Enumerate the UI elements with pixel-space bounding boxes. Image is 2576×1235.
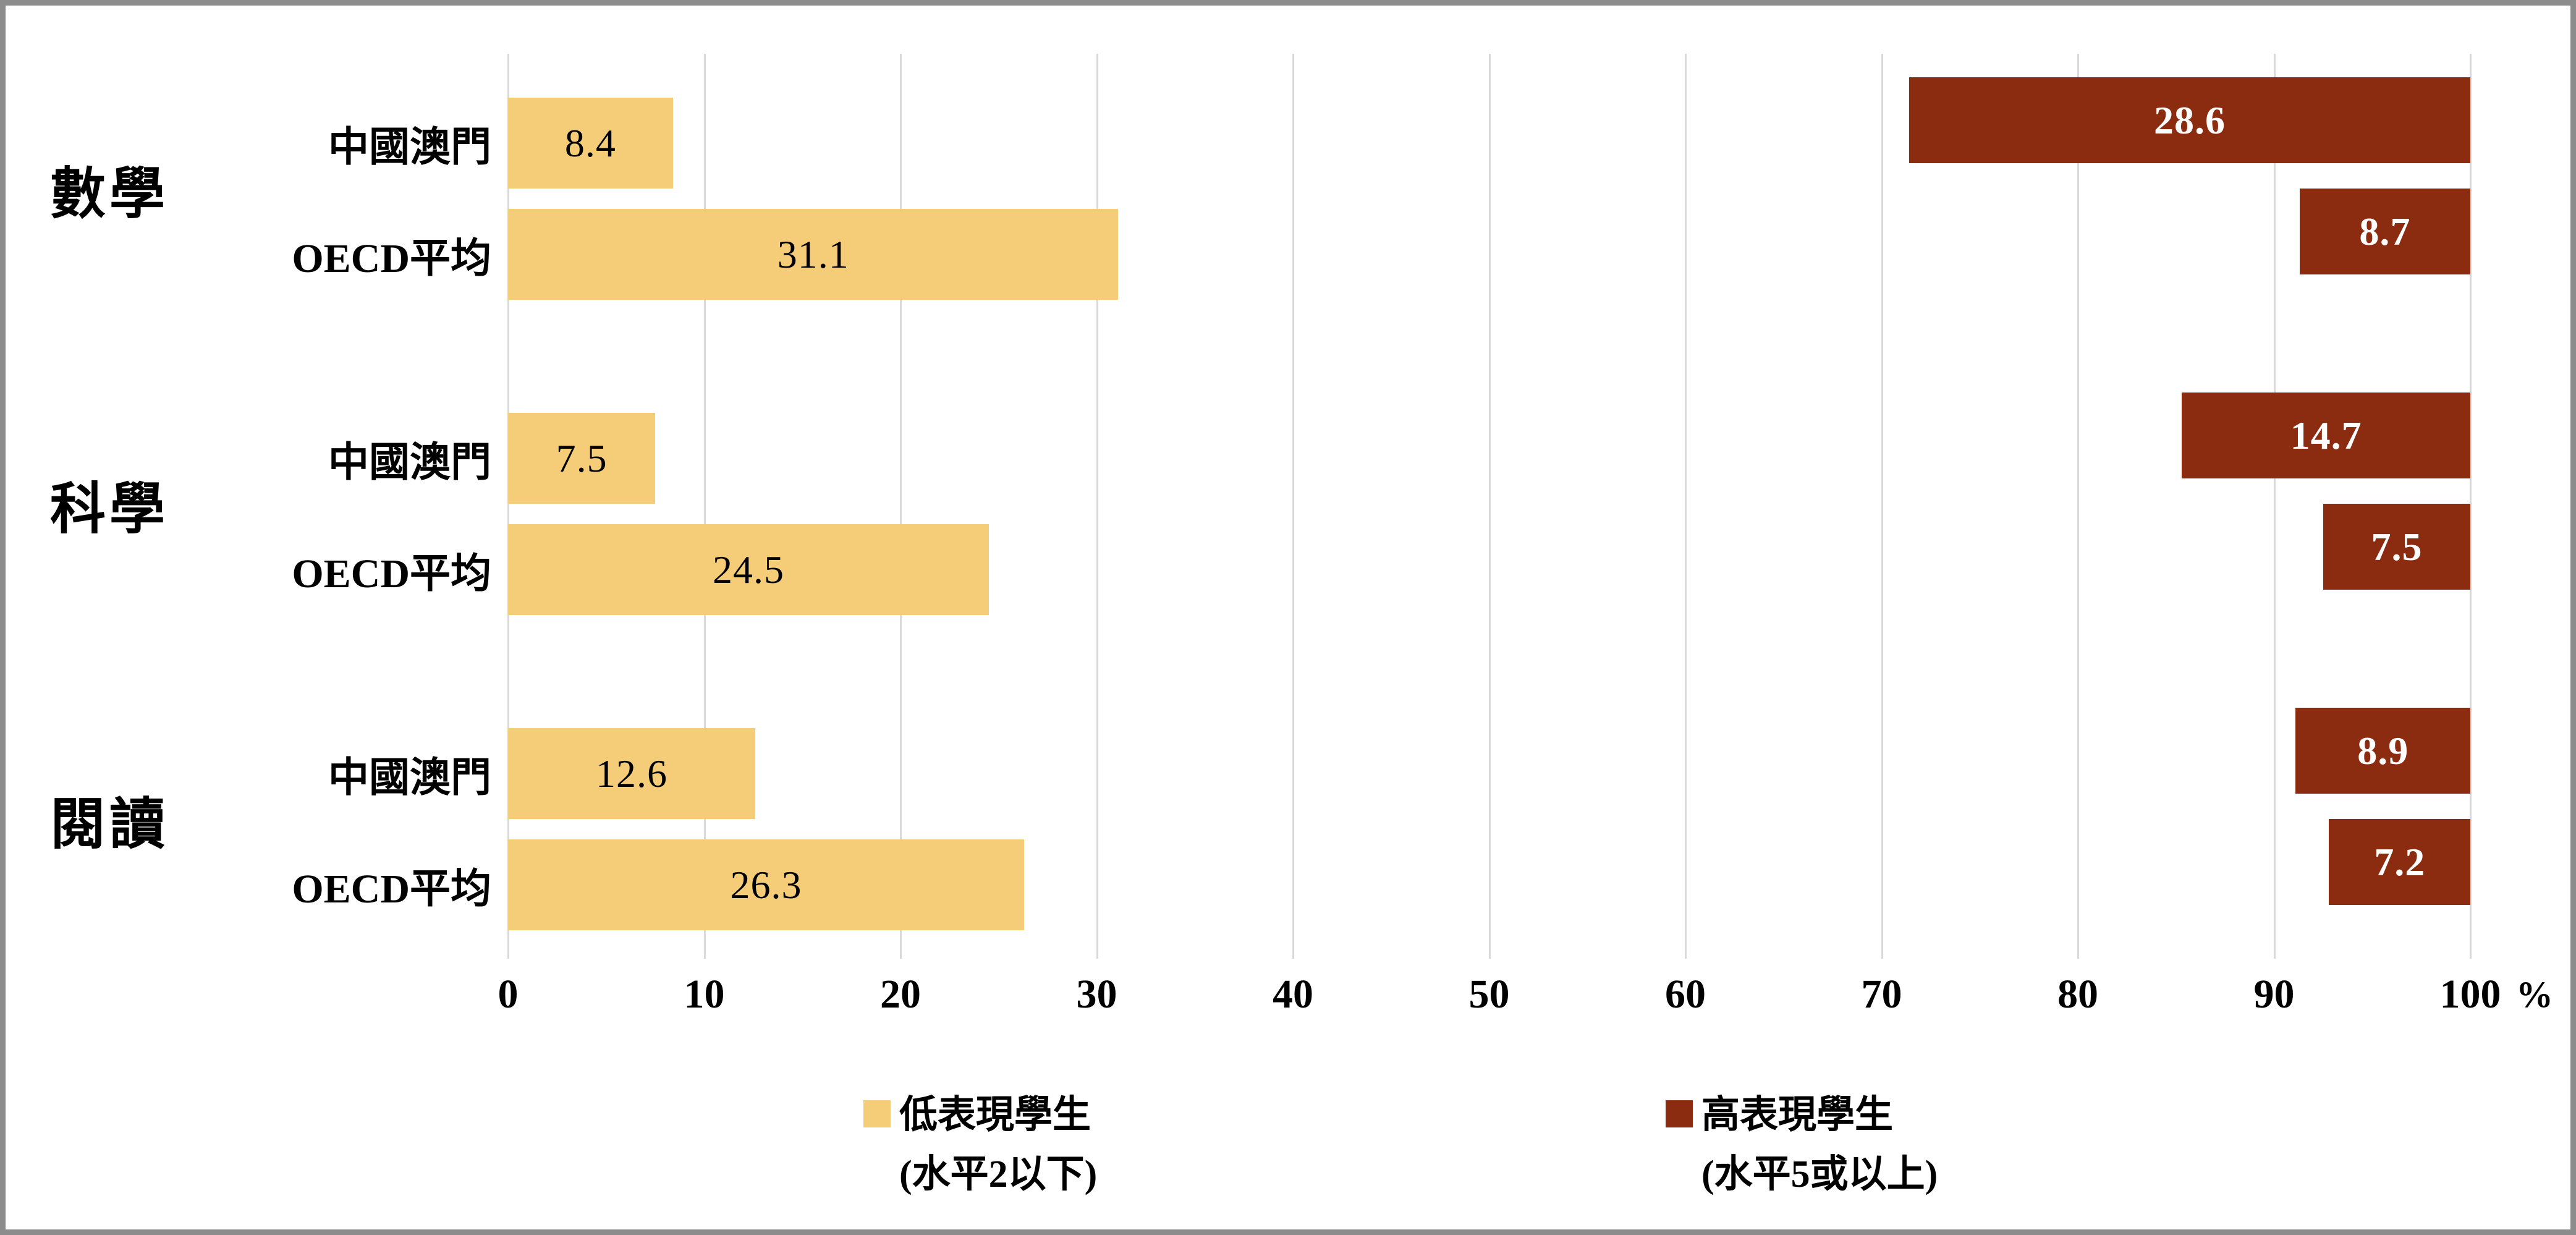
gridline-0 [507,54,509,959]
row-label-1-1: OECD平均 [292,551,491,596]
gridline-100 [2470,54,2472,959]
row-label-1-0: 中國澳門 [328,439,491,485]
x-tick-label-0: 0 [498,972,519,1017]
bar-low-1-1: 24.5 [508,524,989,615]
x-tick-label-30: 30 [1076,972,1117,1017]
x-axis-unit-label: % [2516,974,2553,1015]
gridline-70 [1881,54,1883,959]
legend-label-low: 低表現學生 (水平2以下) [899,1085,1097,1204]
group-label-1: 科學 [50,479,169,540]
bar-high-value-1-0: 14.7 [2290,413,2362,457]
bar-high-value-1-1: 7.5 [2371,524,2423,569]
bar-low-value-2-1: 26.3 [730,862,802,907]
bar-low-0-0: 8.4 [508,98,673,189]
bar-low-value-2-0: 12.6 [596,751,668,796]
bar-low-2-1: 26.3 [508,839,1025,930]
bar-low-value-0-1: 31.1 [777,232,849,276]
bar-low-value-1-0: 7.5 [556,436,608,480]
legend-item-low: 低表現學生 (水平2以下) [863,1085,1097,1204]
bar-high-1-1: 7.5 [2323,504,2470,590]
gridline-40 [1292,54,1294,959]
row-label-0-1: OECD平均 [292,236,491,281]
legend-swatch-low-icon [863,1100,891,1127]
bar-high-1-0: 14.7 [2182,393,2470,478]
bar-high-2-0: 8.9 [2295,708,2470,794]
legend-label-low-line1: 低表現學生 [899,1094,1091,1136]
gridline-10 [703,54,706,959]
gridline-30 [1096,54,1098,959]
x-tick-label-100: 100 [2439,972,2501,1017]
x-tick-label-90: 90 [2253,972,2295,1017]
bar-low-value-0-0: 8.4 [564,121,616,165]
bar-high-value-0-1: 8.7 [2359,209,2411,253]
group-label-0: 數學 [50,164,169,225]
bar-low-1-0: 7.5 [508,413,656,504]
legend-item-high: 高表現學生 (水平5或以上) [1666,1085,1938,1204]
x-tick-label-10: 10 [684,972,725,1017]
row-label-0-0: 中國澳門 [328,124,491,170]
gridline-50 [1488,54,1491,959]
group-label-2: 閱讀 [50,794,169,855]
bar-low-value-1-1: 24.5 [712,547,784,592]
row-label-2-1: OECD平均 [292,866,491,912]
x-tick-label-50: 50 [1468,972,1510,1017]
bar-high-2-1: 7.2 [2329,819,2470,905]
legend-label-low-line2: (水平2以下) [899,1153,1098,1195]
bar-high-value-0-0: 28.6 [2153,98,2226,142]
bar-high-value-2-0: 8.9 [2357,728,2409,773]
x-tick-label-60: 60 [1665,972,1706,1017]
bar-high-value-2-1: 7.2 [2374,839,2426,884]
legend-label-high-line1: 高表現學生 [1701,1094,1894,1136]
gridline-20 [900,54,902,959]
legend-label-high-line2: (水平5或以上) [1701,1153,1938,1195]
row-label-2-0: 中國澳門 [328,755,491,800]
bar-high-0-1: 8.7 [2299,189,2470,274]
gridline-90 [2273,54,2276,959]
gridline-80 [2077,54,2079,959]
bar-low-2-0: 12.6 [508,728,756,819]
legend-swatch-high-icon [1666,1100,1693,1127]
legend-label-high: 高表現學生 (水平5或以上) [1701,1085,1938,1204]
bar-low-0-1: 31.1 [508,209,1119,300]
x-tick-label-70: 70 [1861,972,1902,1017]
gridline-60 [1685,54,1687,959]
x-tick-label-80: 80 [2057,972,2098,1017]
x-tick-label-40: 40 [1273,972,1313,1017]
bar-high-0-0: 28.6 [1909,77,2470,163]
x-tick-label-20: 20 [880,972,921,1017]
